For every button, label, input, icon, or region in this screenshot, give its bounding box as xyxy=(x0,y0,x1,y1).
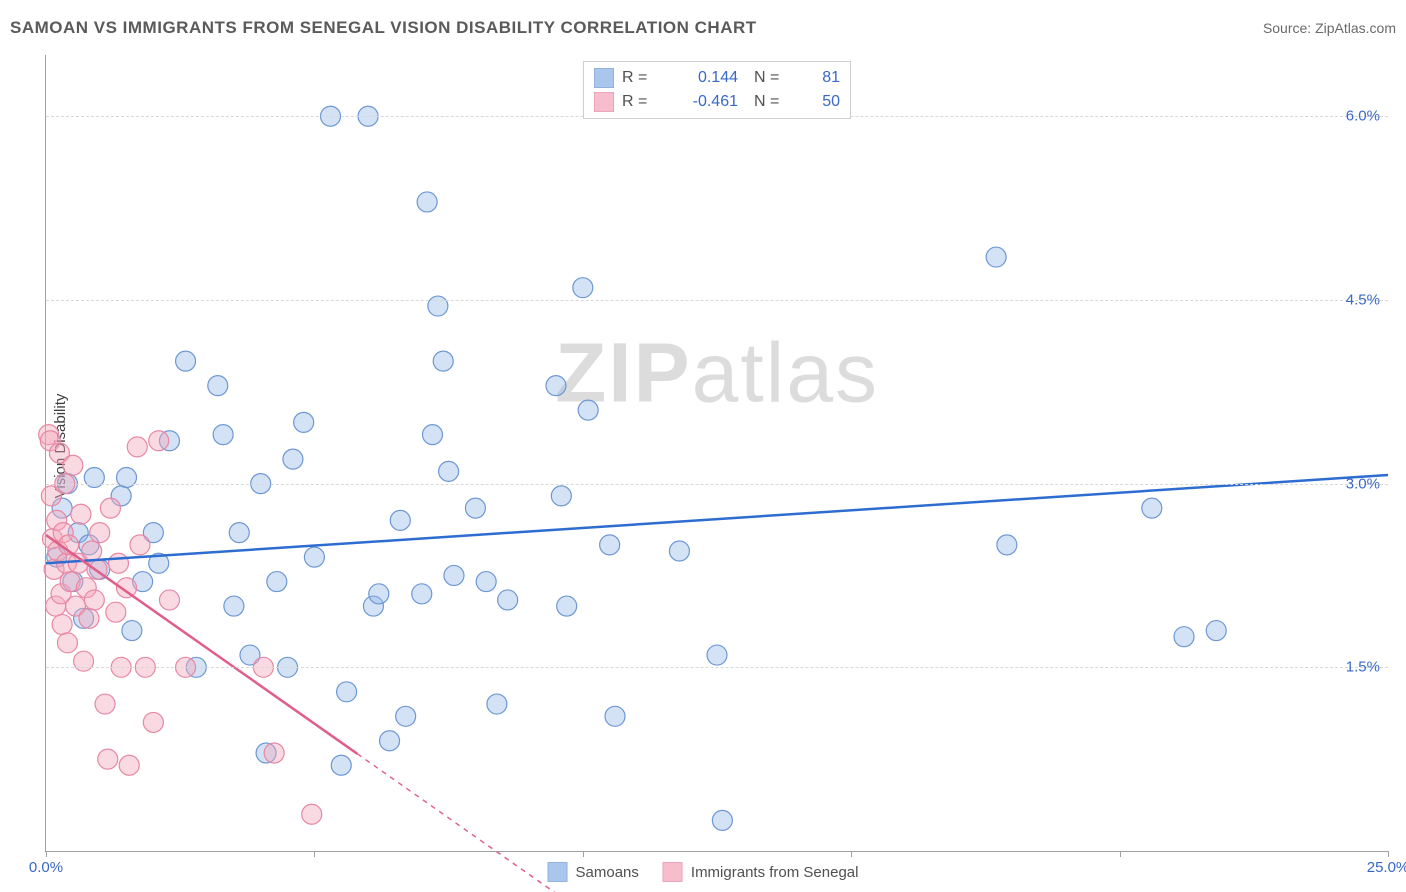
trend-line xyxy=(46,475,1388,563)
legend-bottom-label: Immigrants from Senegal xyxy=(691,864,859,881)
data-point xyxy=(487,694,507,714)
legend-bottom-label: Samoans xyxy=(576,864,639,881)
data-point xyxy=(106,602,126,622)
data-point xyxy=(1174,627,1194,647)
legend-top-row: R = 0.144 N = 81 xyxy=(594,66,840,90)
legend-swatch xyxy=(663,862,683,882)
data-point xyxy=(229,523,249,543)
data-point xyxy=(100,498,120,518)
data-point xyxy=(380,731,400,751)
legend-swatch xyxy=(594,68,614,88)
data-point xyxy=(997,535,1017,555)
data-point xyxy=(52,614,72,634)
data-point xyxy=(283,449,303,469)
chart-source: Source: ZipAtlas.com xyxy=(1263,20,1396,36)
data-point xyxy=(476,572,496,592)
data-point xyxy=(119,755,139,775)
data-point xyxy=(122,621,142,641)
data-point xyxy=(159,590,179,610)
data-point xyxy=(98,749,118,769)
legend-r-label: R = xyxy=(622,93,660,111)
y-tick-label: 3.0% xyxy=(1346,475,1380,492)
data-point xyxy=(600,535,620,555)
x-tick-label: 25.0% xyxy=(1367,859,1406,876)
data-point xyxy=(79,608,99,628)
data-point xyxy=(498,590,518,610)
data-point xyxy=(302,804,322,824)
data-point xyxy=(390,510,410,530)
data-point xyxy=(573,278,593,298)
data-point xyxy=(337,682,357,702)
data-point xyxy=(95,694,115,714)
chart-title: SAMOAN VS IMMIGRANTS FROM SENEGAL VISION… xyxy=(10,18,757,38)
trend-line xyxy=(46,535,357,754)
data-point xyxy=(331,755,351,775)
plot-container: ZIPatlas R = 0.144 N = 81 R = -0.461 N =… xyxy=(45,55,1388,852)
legend-r-value: -0.461 xyxy=(668,93,738,111)
data-point xyxy=(439,461,459,481)
data-point xyxy=(546,376,566,396)
data-point xyxy=(707,645,727,665)
data-point xyxy=(605,706,625,726)
data-point xyxy=(176,351,196,371)
data-point xyxy=(224,596,244,616)
legend-bottom-item: Immigrants from Senegal xyxy=(663,862,859,882)
data-point xyxy=(465,498,485,518)
data-point xyxy=(1206,621,1226,641)
data-point xyxy=(267,572,287,592)
plot-area: ZIPatlas R = 0.144 N = 81 R = -0.461 N =… xyxy=(45,55,1388,852)
data-point xyxy=(669,541,689,561)
data-point xyxy=(712,810,732,830)
data-point xyxy=(57,633,77,653)
data-point xyxy=(108,553,128,573)
data-point xyxy=(82,541,102,561)
chart-header: SAMOAN VS IMMIGRANTS FROM SENEGAL VISION… xyxy=(10,18,1396,38)
data-point xyxy=(444,565,464,585)
x-tick-label: 0.0% xyxy=(29,859,63,876)
data-point xyxy=(208,376,228,396)
legend-n-label: N = xyxy=(754,93,792,111)
data-point xyxy=(304,547,324,567)
data-point xyxy=(557,596,577,616)
y-tick-label: 6.0% xyxy=(1346,108,1380,125)
data-point xyxy=(369,584,389,604)
legend-top-row: R = -0.461 N = 50 xyxy=(594,90,840,114)
data-point xyxy=(149,431,169,451)
y-tick-label: 1.5% xyxy=(1346,659,1380,676)
legend-bottom-item: Samoans xyxy=(548,862,639,882)
data-point xyxy=(412,584,432,604)
data-point xyxy=(551,486,571,506)
data-point xyxy=(71,504,91,524)
y-tick-label: 4.5% xyxy=(1346,291,1380,308)
data-point xyxy=(264,743,284,763)
data-point xyxy=(396,706,416,726)
data-point xyxy=(422,425,442,445)
data-point xyxy=(1142,498,1162,518)
legend-n-label: N = xyxy=(754,69,792,87)
data-point xyxy=(213,425,233,445)
data-point xyxy=(84,590,104,610)
legend-bottom: Samoans Immigrants from Senegal xyxy=(548,862,859,882)
data-point xyxy=(143,712,163,732)
legend-n-value: 50 xyxy=(800,93,840,111)
data-point xyxy=(433,351,453,371)
data-point xyxy=(63,455,83,475)
data-point xyxy=(986,247,1006,267)
legend-top: R = 0.144 N = 81 R = -0.461 N = 50 xyxy=(583,61,851,119)
data-point xyxy=(294,412,314,432)
data-point xyxy=(130,535,150,555)
data-point xyxy=(578,400,598,420)
chart-svg xyxy=(46,55,1388,851)
data-point xyxy=(90,523,110,543)
legend-r-value: 0.144 xyxy=(668,69,738,87)
data-point xyxy=(127,437,147,457)
legend-n-value: 81 xyxy=(800,69,840,87)
legend-swatch xyxy=(594,92,614,112)
legend-swatch xyxy=(548,862,568,882)
data-point xyxy=(417,192,437,212)
legend-r-label: R = xyxy=(622,69,660,87)
